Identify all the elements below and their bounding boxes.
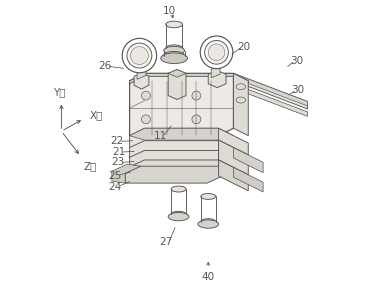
Text: Z向: Z向 <box>84 161 97 171</box>
Polygon shape <box>130 128 234 140</box>
Ellipse shape <box>171 211 186 217</box>
Polygon shape <box>130 73 234 136</box>
Text: 20: 20 <box>237 42 251 52</box>
Ellipse shape <box>164 52 184 60</box>
Text: 23: 23 <box>111 157 125 167</box>
Ellipse shape <box>201 219 215 225</box>
Text: 11: 11 <box>154 131 168 141</box>
Text: 25: 25 <box>108 171 122 181</box>
Text: 30: 30 <box>291 85 304 95</box>
Polygon shape <box>234 84 308 117</box>
Polygon shape <box>218 140 248 175</box>
Polygon shape <box>234 73 308 106</box>
Polygon shape <box>234 167 263 192</box>
Ellipse shape <box>201 193 215 199</box>
Circle shape <box>127 43 152 68</box>
Ellipse shape <box>161 53 187 63</box>
Polygon shape <box>130 150 218 167</box>
Ellipse shape <box>208 44 225 60</box>
Ellipse shape <box>166 21 182 28</box>
Text: 21: 21 <box>112 147 125 157</box>
Polygon shape <box>234 148 263 173</box>
Polygon shape <box>168 69 186 77</box>
Ellipse shape <box>236 97 246 103</box>
Text: Y向: Y向 <box>53 87 65 97</box>
Polygon shape <box>211 66 220 78</box>
Polygon shape <box>218 160 248 191</box>
Polygon shape <box>208 70 226 88</box>
Text: X向: X向 <box>90 110 103 120</box>
Polygon shape <box>134 72 149 89</box>
Ellipse shape <box>168 212 189 221</box>
Ellipse shape <box>164 46 184 55</box>
Text: 27: 27 <box>159 238 173 247</box>
Circle shape <box>141 91 151 100</box>
Polygon shape <box>130 128 218 148</box>
Polygon shape <box>130 73 248 84</box>
Polygon shape <box>137 66 146 79</box>
Text: 10: 10 <box>163 6 176 16</box>
Text: 26: 26 <box>98 61 111 71</box>
Ellipse shape <box>166 45 182 52</box>
Text: 22: 22 <box>110 136 124 146</box>
Text: 24: 24 <box>108 182 122 192</box>
Polygon shape <box>125 166 223 183</box>
Ellipse shape <box>131 47 148 64</box>
Circle shape <box>122 38 156 73</box>
Circle shape <box>141 115 151 124</box>
Polygon shape <box>130 141 218 157</box>
Polygon shape <box>112 164 141 183</box>
Ellipse shape <box>236 84 246 90</box>
Text: 40: 40 <box>202 272 215 282</box>
Ellipse shape <box>198 220 218 228</box>
Circle shape <box>205 41 228 64</box>
Circle shape <box>192 91 201 100</box>
Circle shape <box>192 115 201 124</box>
Polygon shape <box>168 69 186 100</box>
Polygon shape <box>234 73 248 136</box>
Ellipse shape <box>171 186 186 192</box>
Polygon shape <box>130 160 218 173</box>
Polygon shape <box>218 128 248 155</box>
Circle shape <box>200 36 233 69</box>
Polygon shape <box>234 73 308 109</box>
Text: 30: 30 <box>290 56 303 66</box>
